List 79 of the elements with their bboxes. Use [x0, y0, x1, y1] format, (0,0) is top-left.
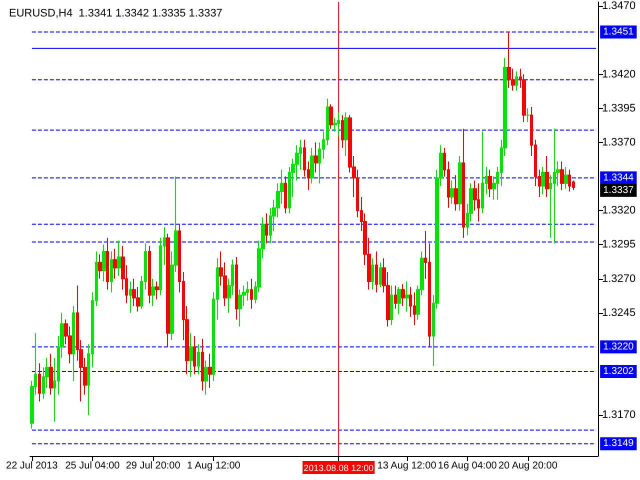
candlestick	[526, 108, 530, 122]
candlestick	[284, 176, 287, 214]
candlestick	[197, 344, 200, 375]
candlestick	[250, 278, 253, 310]
candlestick	[166, 233, 170, 348]
candlestick	[148, 246, 151, 304]
candlestick	[541, 166, 545, 195]
candlestick	[265, 212, 268, 244]
ref-line-label: 1.3149	[603, 438, 634, 450]
candlestick	[379, 262, 382, 288]
y-tick-label: 1.3270	[602, 272, 636, 285]
x-tick-label: 13 Aug 12:00	[377, 460, 437, 472]
candlestick	[102, 244, 106, 282]
candlestick	[454, 174, 458, 212]
candlestick	[560, 161, 564, 191]
candlestick	[201, 338, 204, 392]
y-tick-label: 1.3395	[602, 102, 636, 114]
candlestick	[450, 180, 454, 204]
candlestick	[341, 114, 344, 148]
candlestick	[344, 112, 348, 157]
candlestick	[204, 360, 208, 396]
candlestick	[375, 250, 378, 293]
candlestick	[49, 353, 53, 396]
candlestick	[488, 169, 492, 198]
text: EURUSD,H4 1.3341 1.3342 1.3335 1.3337	[9, 8, 222, 20]
x-tick-label: 25 Jul 04:00	[65, 460, 120, 472]
candlestick	[371, 258, 374, 290]
candlestick	[110, 250, 113, 293]
ref-line-label: 1.3220	[603, 341, 634, 352]
candlestick	[189, 332, 193, 378]
y-tick-label: 1.3295	[602, 238, 636, 251]
x-tick-label: 22 Jul 2013	[6, 460, 58, 472]
candlestick	[337, 112, 340, 136]
y-tick-label: 1.3370	[602, 136, 636, 148]
y-tick-label: 1.3470	[602, 0, 636, 12]
candlestick	[193, 336, 196, 375]
candlestick	[397, 286, 401, 315]
candlestick	[481, 131, 484, 214]
x-tick-label: 1 Aug 12:00	[186, 460, 241, 472]
candlestick	[314, 142, 318, 173]
candlestick	[117, 240, 121, 277]
candlestick	[155, 280, 159, 300]
candlestick	[98, 254, 102, 280]
y-tick-label: 1.3245	[602, 306, 636, 319]
candlestick	[545, 156, 549, 198]
x-tick-label: 20 Aug 20:00	[498, 460, 558, 472]
candlestick	[106, 237, 109, 290]
candlestick	[553, 128, 556, 244]
candlestick	[151, 278, 155, 307]
ref-line-label: 1.3344	[603, 172, 634, 184]
candlestick	[129, 280, 132, 314]
x-tick-label: 16 Aug 04:00	[438, 460, 498, 472]
candlestick	[208, 353, 212, 388]
candlestick	[507, 31, 511, 88]
candlestick	[515, 71, 518, 92]
candlestick	[329, 104, 333, 130]
ref-line-label: 1.3451	[603, 26, 634, 38]
candlestick	[405, 280, 409, 312]
candlestick	[238, 289, 242, 327]
y-tick-label: 1.3170	[602, 409, 636, 422]
text: 1.3337	[603, 184, 634, 196]
candlestick	[310, 147, 314, 184]
candlestick	[462, 128, 465, 238]
candlestick	[477, 182, 480, 222]
candlestick	[235, 256, 238, 320]
x-tick-label: 29 Jul 20:00	[126, 460, 181, 472]
candlestick	[72, 306, 75, 382]
ref-line-label: 1.3202	[603, 366, 634, 377]
candlestick	[401, 284, 405, 307]
y-tick-label: 1.3320	[602, 204, 636, 217]
candlestick	[113, 248, 117, 280]
candlestick	[564, 166, 568, 190]
candlestick	[38, 362, 41, 402]
candlestick	[390, 285, 393, 326]
candlestick	[568, 169, 571, 192]
candlestick	[394, 285, 397, 310]
candlestick	[458, 156, 462, 212]
y-tick-label: 1.3420	[602, 68, 636, 80]
x-tick-label: 2013.08.08 12:00	[304, 463, 374, 473]
